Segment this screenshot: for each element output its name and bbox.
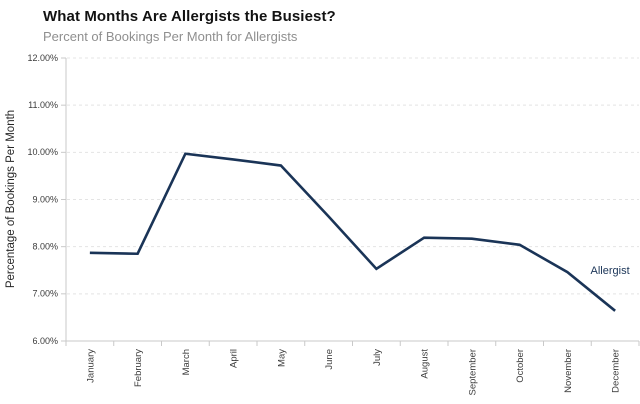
- y-tick-label: 7.00%: [32, 289, 58, 299]
- tick-labels-group: 6.00% 7.00% 8.00% 9.00% 10.00% 11.00% 12.00% Ja…: [27, 53, 621, 396]
- chart-subtitle: Percent of Bookings Per Month for Allerg…: [43, 29, 298, 44]
- x-tick-label: February: [133, 349, 144, 387]
- y-tick-label: 12.00%: [27, 53, 58, 63]
- y-tick-label: 8.00%: [32, 242, 58, 252]
- x-tick-label: January: [85, 349, 96, 383]
- x-tick-label: April: [229, 349, 240, 368]
- x-tick-label: September: [467, 349, 478, 395]
- chart-title: What Months Are Allergists the Busiest?: [43, 8, 336, 25]
- x-tick-label: March: [181, 349, 192, 375]
- axes-group: [61, 57, 640, 346]
- gridlines-group: [67, 57, 639, 295]
- x-tick-label: June: [324, 349, 335, 370]
- x-tick-label: May: [276, 349, 287, 367]
- y-tick-label: 9.00%: [32, 194, 58, 204]
- x-tick-label: August: [420, 349, 431, 379]
- y-tick-label: 10.00%: [27, 147, 58, 157]
- series-line-allergist: [89, 152, 616, 312]
- y-tick-label: 6.00%: [32, 336, 58, 346]
- x-tick-label: November: [563, 349, 574, 393]
- line-end-label: Allergist: [591, 265, 630, 277]
- data-series-group: Allergist: [89, 152, 630, 312]
- y-axis-title: Percentage of Bookings Per Month: [5, 110, 17, 288]
- x-tick-label: October: [515, 349, 526, 383]
- y-tick-label: 11.00%: [28, 100, 58, 110]
- x-tick-label: July: [372, 349, 383, 366]
- x-tick-label: December: [611, 349, 622, 393]
